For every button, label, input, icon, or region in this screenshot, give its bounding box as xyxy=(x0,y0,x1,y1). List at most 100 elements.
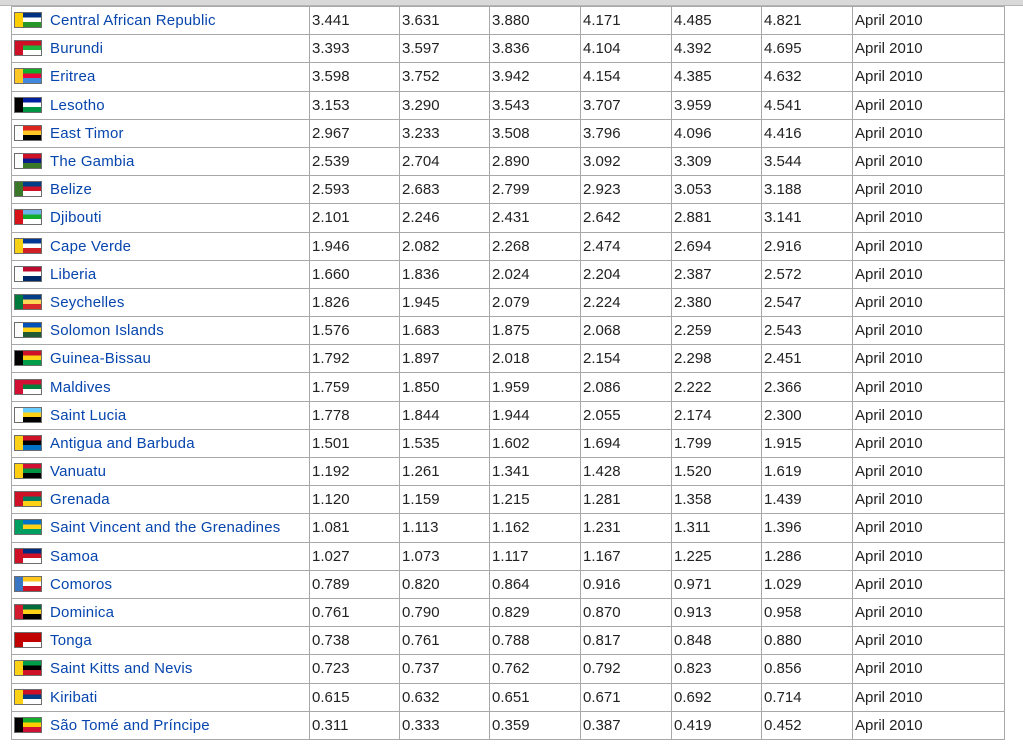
value-cell: 1.694 xyxy=(580,428,672,459)
country-link[interactable]: Kiribati xyxy=(50,688,98,706)
country-cell: Guinea-Bissau xyxy=(11,344,310,374)
value-cell: 1.897 xyxy=(399,344,490,374)
value-cell: 4.695 xyxy=(761,34,853,64)
country-link[interactable]: Djibouti xyxy=(50,209,102,227)
table-row: Liberia 1.660 1.836 2.024 2.204 2.387 2.572 Apr… xyxy=(11,259,1005,289)
value-cell: 2.366 xyxy=(761,372,853,402)
value-cell: 0.848 xyxy=(671,626,762,656)
value-cell: 4.171 xyxy=(580,5,672,36)
table-row: Saint Vincent and the Grenadines 1.081 1.1… xyxy=(11,513,1005,543)
flag-icon xyxy=(14,265,42,282)
value-cell: 3.598 xyxy=(309,62,400,92)
value-cell: 0.817 xyxy=(580,626,672,656)
value-cell: 2.224 xyxy=(580,287,672,318)
country-cell: Saint Lucia xyxy=(11,400,310,430)
value-cell: 2.204 xyxy=(580,259,672,289)
value-cell: 0.829 xyxy=(489,597,581,628)
value-cell: 1.192 xyxy=(309,456,400,487)
date-cell: April 2010 xyxy=(852,372,1005,402)
country-link[interactable]: Samoa xyxy=(50,547,99,565)
value-cell: 0.737 xyxy=(399,654,490,684)
value-cell: 1.945 xyxy=(399,287,490,318)
country-link[interactable]: Dominica xyxy=(50,604,115,622)
country-link[interactable]: Grenada xyxy=(50,491,110,509)
country-cell: Vanuatu xyxy=(11,456,310,487)
country-link[interactable]: Maldives xyxy=(50,378,111,396)
value-cell: 1.759 xyxy=(309,372,400,402)
value-cell: 1.959 xyxy=(489,372,581,402)
value-cell: 0.790 xyxy=(399,597,490,628)
value-cell: 0.387 xyxy=(580,710,672,740)
country-link[interactable]: Antigua and Barbuda xyxy=(50,434,195,452)
country-cell: Saint Kitts and Nevis xyxy=(11,654,310,684)
value-cell: 1.792 xyxy=(309,344,400,374)
country-link[interactable]: Belize xyxy=(50,181,93,199)
country-link[interactable]: Guinea-Bissau xyxy=(50,350,151,368)
country-link[interactable]: Liberia xyxy=(50,265,97,283)
country-cell: Seychelles xyxy=(11,287,310,318)
value-cell: 0.311 xyxy=(309,710,400,740)
country-cell: Antigua and Barbuda xyxy=(11,428,310,459)
flag-icon xyxy=(14,293,42,310)
country-cell: Liberia xyxy=(11,259,310,289)
date-cell: April 2010 xyxy=(852,597,1005,628)
value-cell: 3.233 xyxy=(399,118,490,148)
date-cell: April 2010 xyxy=(852,428,1005,459)
value-cell: 0.761 xyxy=(309,597,400,628)
country-link[interactable]: Lesotho xyxy=(50,96,105,114)
table-row: Grenada 1.120 1.159 1.215 1.281 1.358 1.439 Apr… xyxy=(11,485,1005,515)
country-link[interactable]: São Tomé and Príncipe xyxy=(50,716,210,734)
country-link[interactable]: The Gambia xyxy=(50,153,135,171)
value-cell: 1.439 xyxy=(761,485,853,515)
country-link[interactable]: Burundi xyxy=(50,40,104,58)
value-cell: 2.890 xyxy=(489,146,581,177)
table-row: Kiribati 0.615 0.632 0.651 0.671 0.692 0.714 Ap… xyxy=(11,682,1005,712)
table-body: Central African Republic 3.441 3.631 3.880 4… xyxy=(11,5,1005,740)
flag-icon xyxy=(14,463,42,480)
country-link[interactable]: Saint Kitts and Nevis xyxy=(50,660,193,678)
date-cell: April 2010 xyxy=(852,175,1005,205)
country-link[interactable]: Comoros xyxy=(50,575,113,593)
date-cell: April 2010 xyxy=(852,710,1005,740)
country-link[interactable]: Tonga xyxy=(50,632,92,650)
country-link[interactable]: Central African Republic xyxy=(50,12,216,30)
country-link[interactable]: Saint Lucia xyxy=(50,406,127,424)
value-cell: 3.796 xyxy=(580,118,672,148)
country-link[interactable]: Cape Verde xyxy=(50,237,132,255)
value-cell: 1.358 xyxy=(671,485,762,515)
flag-icon xyxy=(14,378,42,395)
value-cell: 1.311 xyxy=(671,513,762,543)
country-cell: Cape Verde xyxy=(11,231,310,261)
country-link[interactable]: Eritrea xyxy=(50,68,96,86)
country-link[interactable]: Solomon Islands xyxy=(50,322,164,340)
country-cell: East Timor xyxy=(11,118,310,148)
value-cell: 2.079 xyxy=(489,287,581,318)
date-cell: April 2010 xyxy=(852,316,1005,346)
country-link[interactable]: Vanuatu xyxy=(50,463,107,481)
date-cell: April 2010 xyxy=(852,400,1005,430)
value-cell: 2.451 xyxy=(761,344,853,374)
country-link[interactable]: East Timor xyxy=(50,124,124,142)
country-link[interactable]: Saint Vincent and the Grenadines xyxy=(50,519,281,537)
value-cell: 2.174 xyxy=(671,400,762,430)
value-cell: 3.544 xyxy=(761,146,853,177)
date-cell: April 2010 xyxy=(852,259,1005,289)
table-row: São Tomé and Príncipe 0.311 0.333 0.359 0.38… xyxy=(11,710,1005,740)
value-cell: 2.246 xyxy=(399,203,490,233)
country-link[interactable]: Seychelles xyxy=(50,293,125,311)
value-cell: 4.392 xyxy=(671,34,762,64)
flag-icon xyxy=(14,519,42,536)
value-cell: 1.619 xyxy=(761,456,853,487)
value-cell: 2.387 xyxy=(671,259,762,289)
value-cell: 3.393 xyxy=(309,34,400,64)
value-cell: 4.096 xyxy=(671,118,762,148)
value-cell: 1.826 xyxy=(309,287,400,318)
table-row: Guinea-Bissau 1.792 1.897 2.018 2.154 2.298 2.… xyxy=(11,344,1005,374)
table-row: Maldives 1.759 1.850 1.959 2.086 2.222 2.366 Ap… xyxy=(11,372,1005,402)
value-cell: 1.029 xyxy=(761,569,853,599)
value-cell: 1.501 xyxy=(309,428,400,459)
value-cell: 0.714 xyxy=(761,682,853,712)
date-cell: April 2010 xyxy=(852,485,1005,515)
value-cell: 3.141 xyxy=(761,203,853,233)
table-row: Djibouti 2.101 2.246 2.431 2.642 2.881 3.141 Ap… xyxy=(11,203,1005,233)
